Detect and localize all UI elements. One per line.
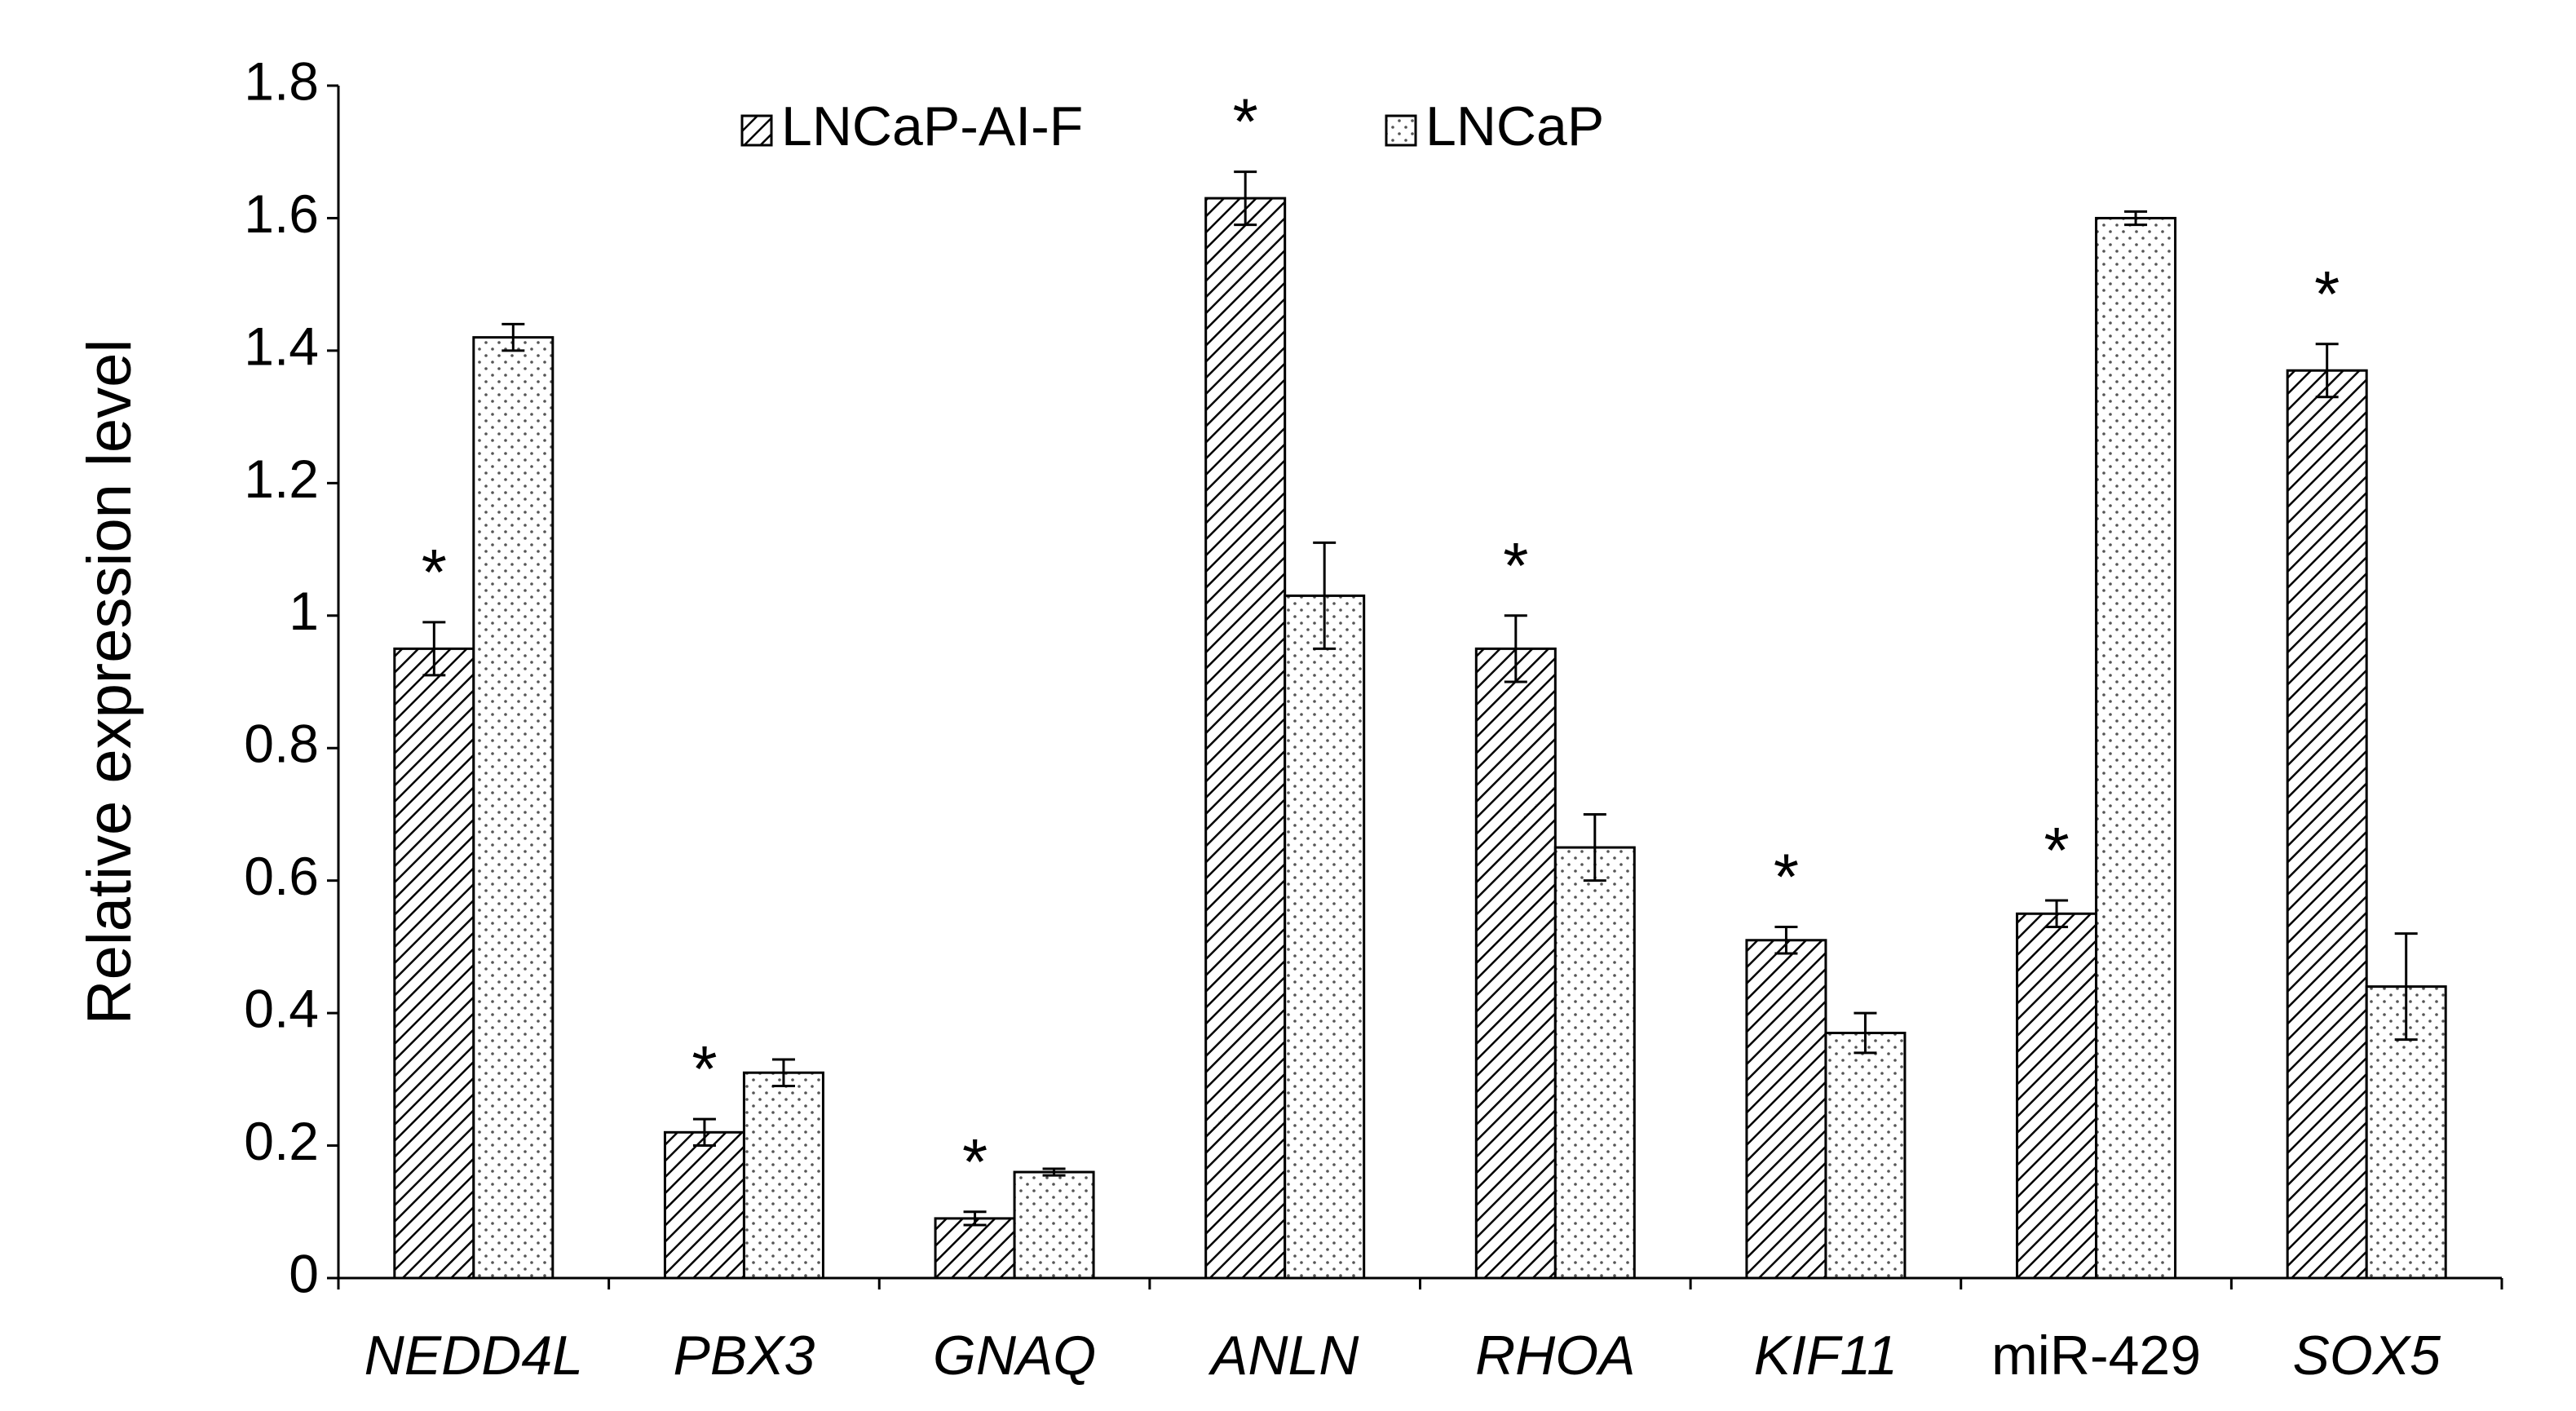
significance-mark: * <box>2314 258 2340 330</box>
error-bar <box>1042 1167 1066 1177</box>
x-tick-label: KIF11 <box>1754 1325 1898 1387</box>
error-bar <box>2315 343 2339 399</box>
error-bar <box>1234 170 1257 227</box>
significance-mark: * <box>1774 841 1799 913</box>
bar <box>2016 912 2098 1280</box>
error-bar <box>1774 926 1798 955</box>
x-tick-label: NEDD4L <box>365 1325 583 1387</box>
significance-mark: * <box>2044 814 2069 887</box>
x-tick-label: SOX5 <box>2292 1325 2441 1387</box>
y-tick-label: 1.4 <box>244 316 319 376</box>
legend-label: LNCaP <box>1425 95 1604 157</box>
error-bar <box>2045 899 2069 929</box>
bar <box>2095 216 2177 1280</box>
y-tick-label: 0.4 <box>244 979 319 1039</box>
x-tick-label: GNAQ <box>933 1325 1096 1387</box>
significance-mark: * <box>962 1126 988 1198</box>
error-bar <box>1504 614 1527 683</box>
y-tick-label: 1.6 <box>244 184 319 244</box>
error-bar <box>1313 541 1337 650</box>
x-tick-label: ANLN <box>1208 1325 1359 1387</box>
bar <box>393 647 475 1280</box>
bar <box>472 336 555 1280</box>
legend-swatch <box>740 114 773 147</box>
error-bar <box>771 1058 795 1087</box>
y-tick-label: 0 <box>289 1243 319 1303</box>
bar <box>1474 647 1557 1280</box>
error-bar <box>963 1210 987 1227</box>
error-bar <box>1583 812 1606 882</box>
bar <box>742 1071 824 1280</box>
y-tick-label: 1.2 <box>244 449 319 509</box>
bar <box>1824 1031 1907 1280</box>
bar <box>2286 369 2368 1280</box>
significance-mark: * <box>1233 86 1258 158</box>
bar <box>1204 197 1287 1280</box>
bar <box>1013 1170 1095 1280</box>
bar <box>1553 846 1636 1280</box>
x-tick-label: PBX3 <box>673 1325 815 1387</box>
error-bar <box>422 621 446 677</box>
y-tick-label: 1 <box>289 581 319 641</box>
error-bar <box>692 1117 716 1148</box>
y-tick-label: 0.8 <box>244 714 319 774</box>
error-bar <box>1854 1011 1877 1055</box>
x-tick-label: RHOA <box>1475 1325 1635 1387</box>
bar <box>934 1217 1016 1280</box>
bar <box>1284 594 1366 1280</box>
error-bar <box>502 322 525 352</box>
error-bar <box>2394 932 2418 1042</box>
significance-mark: * <box>422 536 447 608</box>
legend-swatch <box>1385 114 1417 147</box>
y-tick-label: 1.8 <box>244 51 319 111</box>
y-axis-label: Relative expression level <box>75 339 144 1025</box>
error-bar <box>2124 210 2148 227</box>
y-tick-label: 0.2 <box>244 1111 319 1171</box>
significance-mark: * <box>1503 529 1528 602</box>
x-tick-label: miR-429 <box>1991 1325 2201 1387</box>
bar <box>663 1130 745 1280</box>
significance-mark: * <box>691 1033 717 1105</box>
y-tick-label: 0.6 <box>244 846 319 906</box>
bar <box>1745 939 1827 1280</box>
legend-label: LNCaP-AI-F <box>781 95 1083 157</box>
